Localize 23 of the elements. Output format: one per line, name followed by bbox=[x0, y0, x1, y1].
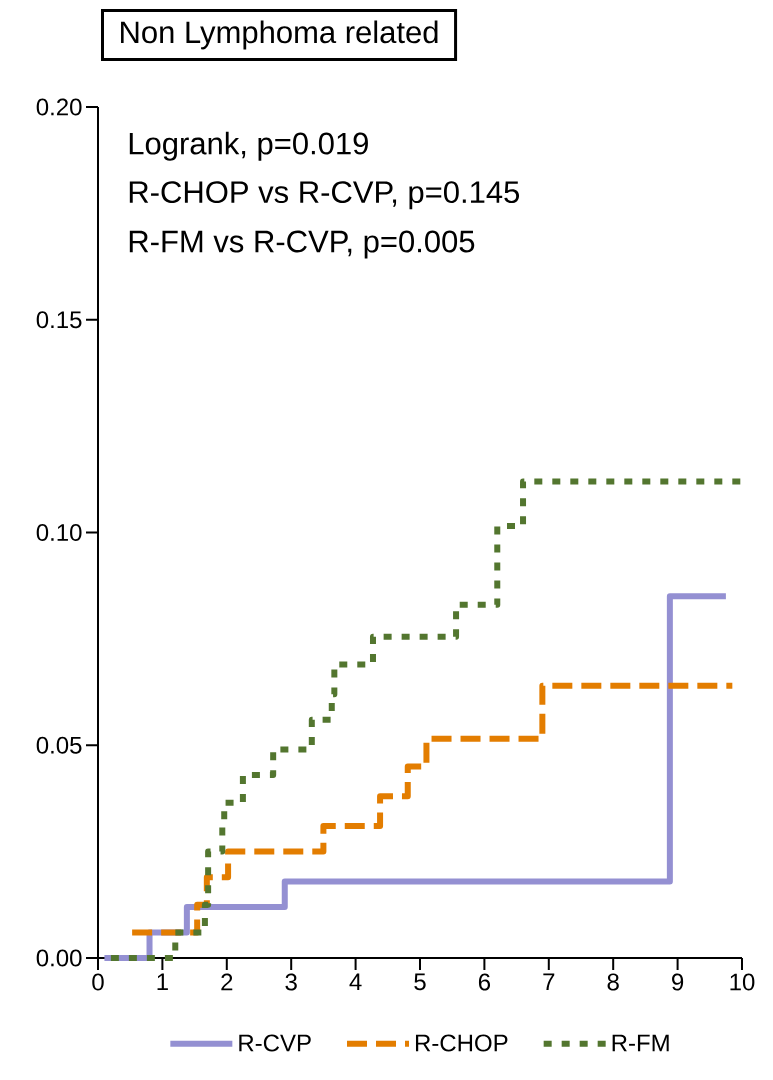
x-tick-label: 7 bbox=[543, 973, 555, 991]
annotation: R-CHOP vs R-CVP, p=0.145 bbox=[129, 181, 520, 210]
x-tick-label: 6 bbox=[478, 973, 491, 991]
x-tick-label: 9 bbox=[672, 973, 684, 991]
annotation: R-FM vs R-CVP, p=0.005 bbox=[129, 230, 475, 259]
x-tick-label: 4 bbox=[349, 973, 362, 991]
x-tick-label: 1 bbox=[157, 973, 168, 991]
x-tick-label: 8 bbox=[607, 973, 619, 991]
legend-label: R-CVP bbox=[239, 1034, 311, 1052]
y-tick-label: 0.10 bbox=[36, 524, 82, 541]
legend-label: R-CHOP bbox=[415, 1034, 508, 1052]
x-tick-label: 0 bbox=[92, 973, 104, 991]
y-tick-label: 0.00 bbox=[36, 949, 82, 967]
chart-title: Non Lymphoma related bbox=[121, 20, 438, 50]
annotation: Logrank, p=0.019 bbox=[129, 131, 368, 161]
x-tick-label: 2 bbox=[221, 973, 233, 991]
y-tick-label: 0.20 bbox=[36, 98, 82, 116]
x-tick-label: 5 bbox=[414, 973, 426, 991]
y-tick-label: 0.05 bbox=[36, 736, 82, 754]
x-tick-label: 3 bbox=[285, 973, 297, 991]
legend-label: R-FM bbox=[612, 1034, 669, 1052]
x-tick-label: 10 bbox=[730, 973, 755, 991]
y-tick-label: 0.15 bbox=[36, 311, 82, 329]
